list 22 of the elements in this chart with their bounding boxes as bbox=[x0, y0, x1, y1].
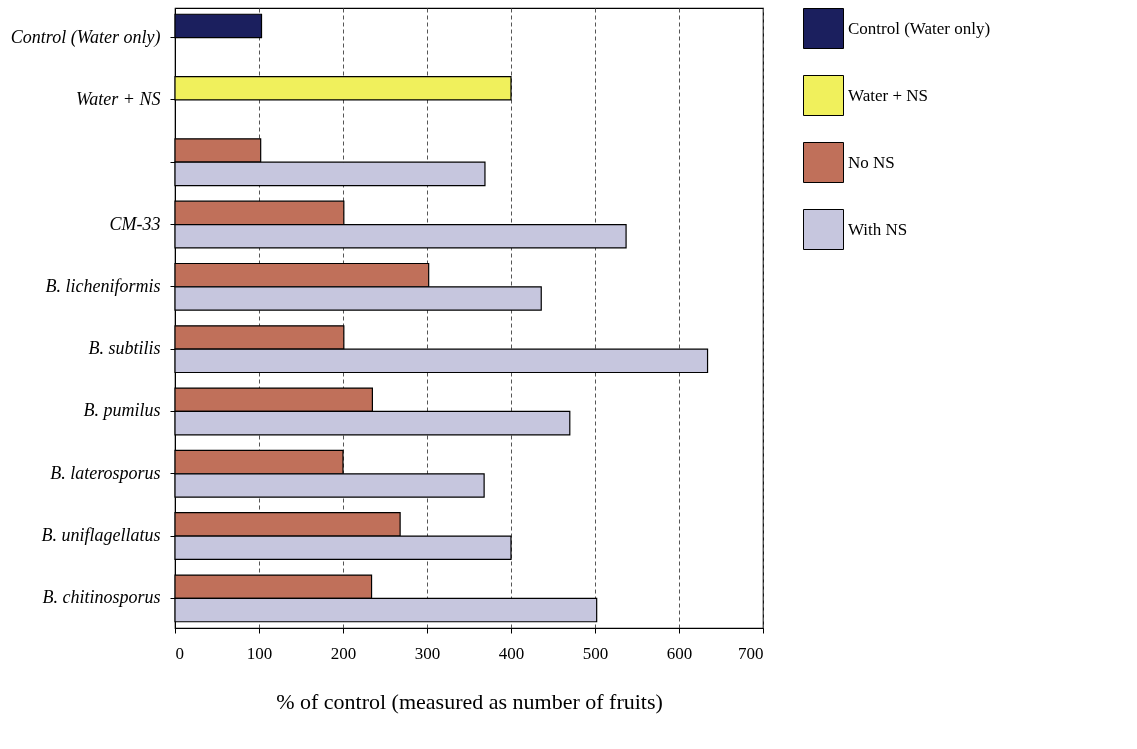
legend-label: With NS bbox=[848, 219, 908, 239]
x-tick-label: 700 bbox=[738, 643, 764, 663]
x-tick-label: 200 bbox=[330, 643, 357, 663]
y-tick-label: B. chitinosporus bbox=[42, 587, 161, 608]
y-tick-label: B. licheniformis bbox=[45, 275, 161, 296]
y-tick-label: B. laterosporus bbox=[50, 462, 161, 483]
x-tick-label: 0 bbox=[175, 643, 184, 663]
legend-label: No NS bbox=[848, 152, 895, 172]
y-tick-label: Control (Water only) bbox=[10, 26, 161, 48]
y-tick-label: B. pumilus bbox=[83, 400, 161, 421]
x-axis-title: % of control (measured as number of fruits) bbox=[276, 688, 663, 714]
x-tick-label: 400 bbox=[498, 643, 525, 663]
y-tick-label: Water + NS bbox=[76, 88, 161, 109]
y-tick-label: B. uniflagellatus bbox=[41, 525, 161, 546]
y-tick-label: CM-33 bbox=[109, 213, 161, 234]
y-tick-label: B. subtilis bbox=[88, 338, 161, 359]
x-tick-label: 300 bbox=[414, 643, 441, 663]
legend-label: Control (Water only) bbox=[848, 18, 991, 38]
x-tick-label: 100 bbox=[246, 643, 273, 663]
x-tick-label: 500 bbox=[582, 643, 609, 663]
x-tick-label: 600 bbox=[666, 643, 693, 663]
legend-label: Water + NS bbox=[848, 85, 928, 105]
